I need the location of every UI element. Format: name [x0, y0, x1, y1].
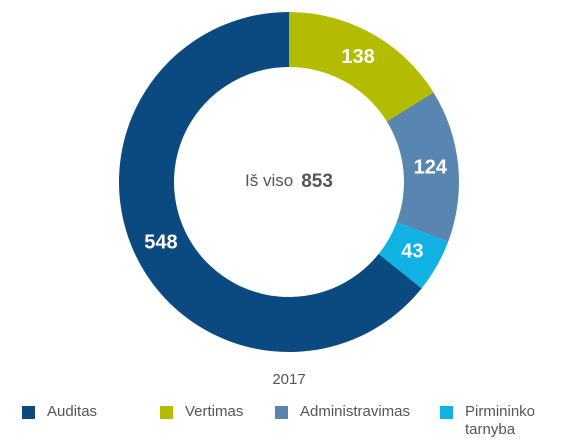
slice — [378, 222, 449, 289]
legend-swatch — [22, 406, 35, 419]
legend-label: Administravimas — [300, 403, 411, 420]
year-label: 2017 — [272, 371, 305, 388]
slice-label: 548 — [144, 232, 177, 254]
total: 853 — [301, 171, 333, 192]
legend-label: Pirmininko tarnyba — [465, 403, 536, 438]
donut-chart: 2017 548 138 124 43 Iš viso 853 — [119, 12, 459, 388]
legend-swatch — [440, 406, 453, 419]
legend-swatch — [275, 406, 288, 419]
legend-label: Auditas — [47, 403, 98, 420]
legend-swatch — [160, 406, 173, 419]
slice — [386, 92, 459, 242]
slice-label: 124 — [414, 156, 448, 178]
slice-label: 138 — [341, 46, 374, 68]
slice — [289, 12, 434, 122]
legend-item: Vertimas — [160, 403, 243, 421]
legend-label: Vertimas — [185, 403, 244, 420]
legend-item: Auditas — [22, 403, 97, 421]
legend-item: Administravimas — [275, 403, 410, 421]
legend-item: Pirmininko tarnyba — [440, 403, 550, 439]
slice-label: 43 — [401, 241, 423, 263]
center-text: Iš viso — [245, 171, 293, 190]
center-label: Iš viso 853 — [245, 171, 333, 192]
slice — [119, 12, 422, 353]
